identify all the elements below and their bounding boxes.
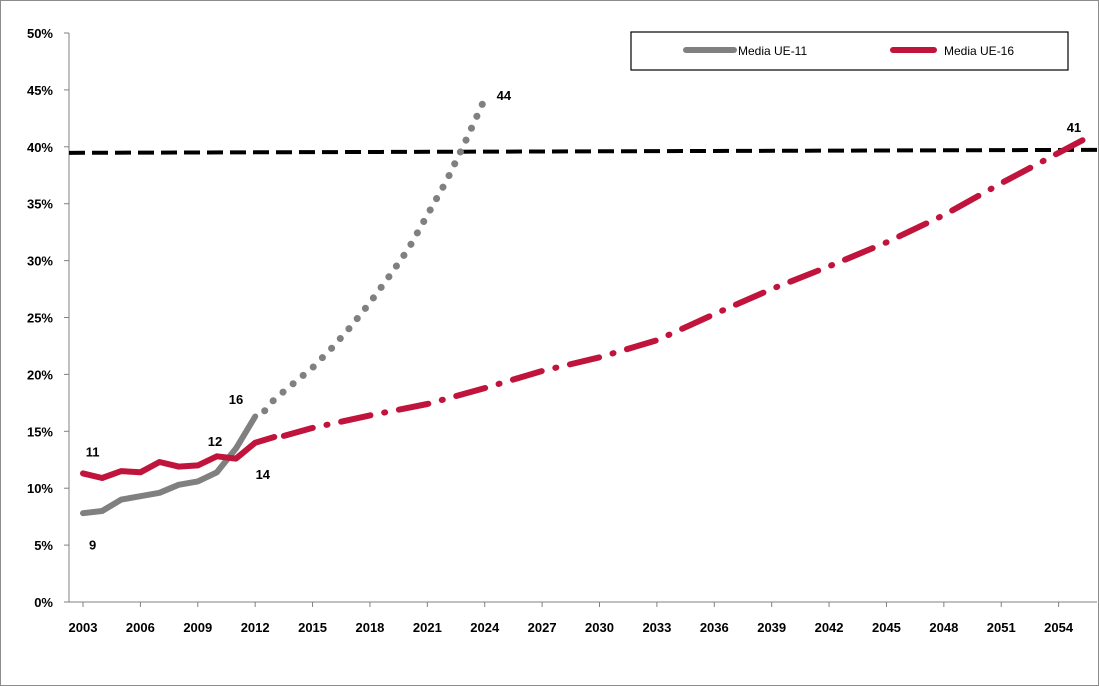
x-tick-label: 2048 [929,620,958,635]
y-tick-label: 30% [27,254,53,269]
data-label: 12 [208,434,222,449]
x-tick-label: 2015 [298,620,327,635]
legend-label-media-ue-11: Media UE-11 [738,44,807,58]
legend: Media UE-11 Media UE-16 [630,31,1069,71]
data-label: 11 [86,444,100,459]
y-tick-label: 10% [27,481,53,496]
series-line-media-ue-11-projected [261,95,489,415]
series-layer [80,95,1091,517]
y-tick-label: 20% [27,367,53,382]
series-line-media-ue-16-projected [280,134,1091,439]
data-label: 9 [89,538,96,553]
y-tick-label: 25% [27,311,53,326]
x-tick-label: 2003 [69,620,98,635]
data-label: 41 [1067,120,1081,135]
x-tick-label: 2012 [241,620,270,635]
y-tick-label: 15% [27,424,53,439]
x-tick-label: 2051 [987,620,1016,635]
y-tick-label: 45% [27,83,53,98]
data-label: 14 [256,467,271,482]
reference-line-dashed [68,147,1098,155]
x-tick-label: 2018 [355,620,384,635]
y-tick-label: 40% [27,140,53,155]
x-tick-label: 2039 [757,620,786,635]
data-label: 16 [229,392,243,407]
data-label: 44 [497,88,512,103]
y-tick-label: 50% [27,26,53,41]
x-tick-label: 2042 [815,620,844,635]
x-tick-label: 2030 [585,620,614,635]
reference-line-layer [68,147,1098,155]
axes: 0% 5% 10% 15% 20% 25% 30% 35% 40% 45% 50% 2003 2006 2… [27,26,1097,635]
data-labels-layer: 11 9 12 14 16 44 41 [86,88,1081,553]
legend-label-media-ue-16: Media UE-16 [944,44,1014,58]
x-tick-label: 2045 [872,620,901,635]
x-tick-label: 2009 [183,620,212,635]
x-tick-label: 2027 [528,620,557,635]
x-tick-label: 2054 [1044,620,1074,635]
x-tick-label: 2024 [470,620,500,635]
x-tick-label: 2036 [700,620,729,635]
y-tick-label: 5% [34,538,53,553]
y-tick-label: 0% [34,595,53,610]
x-tick-label: 2033 [642,620,671,635]
y-tick-label: 35% [27,197,53,212]
series-line-media-ue-16-observed [80,434,278,481]
x-tick-label: 2021 [413,620,442,635]
x-tick-label: 2006 [126,620,155,635]
